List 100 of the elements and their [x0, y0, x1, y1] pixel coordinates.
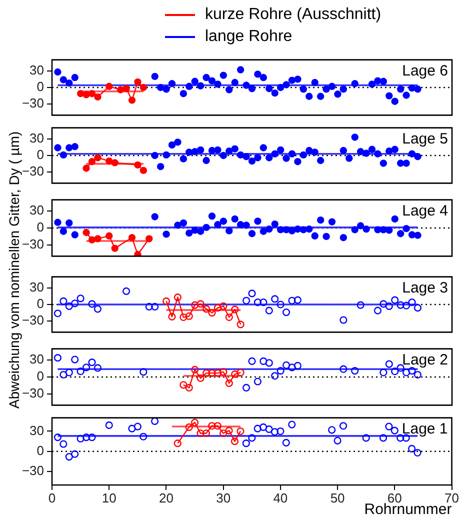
- point: [334, 436, 342, 444]
- point: [260, 298, 268, 306]
- point: [306, 226, 313, 233]
- point: [180, 90, 188, 98]
- x-tick-label: 20: [158, 490, 174, 506]
- point: [236, 66, 244, 74]
- point: [76, 368, 84, 376]
- point: [391, 296, 399, 304]
- point: [294, 158, 302, 166]
- point: [294, 76, 302, 83]
- point: [385, 302, 393, 310]
- point: [288, 227, 296, 234]
- point: [316, 216, 324, 224]
- point: [276, 366, 284, 375]
- point: [71, 231, 78, 238]
- y-tick-label: 30: [30, 279, 44, 294]
- point: [220, 218, 228, 225]
- point: [379, 434, 388, 442]
- point: [266, 226, 273, 233]
- point: [128, 96, 136, 104]
- point: [340, 146, 348, 154]
- point: [396, 434, 404, 442]
- point: [414, 153, 422, 160]
- point: [226, 147, 233, 155]
- point: [66, 79, 73, 87]
- point: [231, 215, 238, 223]
- point: [276, 427, 284, 436]
- point: [306, 146, 313, 154]
- chart-title: Lage 6: [402, 62, 448, 80]
- point: [396, 364, 404, 372]
- point: [128, 424, 136, 432]
- point: [208, 146, 216, 154]
- point: [208, 212, 216, 220]
- point: [146, 235, 153, 242]
- point: [214, 80, 222, 88]
- point: [294, 362, 302, 370]
- point: [151, 213, 158, 220]
- point: [385, 422, 393, 430]
- point: [242, 440, 250, 448]
- point: [214, 369, 222, 377]
- point: [134, 78, 142, 86]
- y-tick-label: 0: [36, 368, 44, 384]
- point: [288, 296, 296, 304]
- point: [54, 218, 62, 226]
- point: [340, 365, 348, 373]
- x-tick-label: 40: [273, 490, 288, 506]
- point: [156, 84, 164, 92]
- point: [54, 310, 62, 318]
- point: [116, 86, 124, 94]
- point: [391, 146, 398, 154]
- point: [408, 150, 416, 158]
- point: [306, 92, 313, 100]
- point: [231, 370, 239, 378]
- point: [185, 423, 193, 432]
- point: [311, 232, 318, 240]
- point: [260, 357, 268, 366]
- point: [351, 366, 359, 375]
- point: [151, 302, 159, 311]
- point: [380, 160, 388, 167]
- point: [322, 232, 330, 240]
- point: [202, 74, 210, 82]
- point: [162, 151, 170, 159]
- point: [356, 222, 364, 230]
- x-tick-label: 30: [216, 490, 231, 506]
- point: [225, 426, 233, 434]
- point: [356, 301, 364, 309]
- point: [174, 222, 182, 229]
- point: [94, 93, 102, 101]
- point: [282, 81, 290, 88]
- point: [396, 86, 404, 93]
- point: [270, 428, 279, 436]
- y-tick-label: 30: [30, 130, 44, 146]
- point: [65, 368, 73, 376]
- point: [254, 154, 262, 162]
- point: [65, 302, 73, 310]
- point: [162, 230, 170, 238]
- point: [140, 84, 148, 92]
- point: [106, 82, 113, 90]
- point: [162, 297, 170, 305]
- point: [402, 302, 410, 310]
- point: [180, 381, 188, 389]
- x-tick-label: 50: [330, 490, 345, 506]
- point: [230, 438, 239, 446]
- y-tick-label: −30: [22, 236, 44, 252]
- point: [248, 290, 256, 298]
- point: [174, 138, 182, 146]
- point: [254, 70, 262, 78]
- y-tick-label: 0: [36, 442, 44, 458]
- point: [60, 297, 68, 305]
- point: [356, 148, 364, 156]
- point: [254, 424, 262, 432]
- point: [180, 219, 188, 227]
- point: [402, 224, 410, 232]
- point: [260, 423, 268, 432]
- point: [180, 155, 188, 162]
- point: [88, 158, 96, 166]
- point: [271, 372, 279, 380]
- point: [396, 160, 404, 167]
- point: [220, 152, 228, 160]
- point: [248, 357, 256, 366]
